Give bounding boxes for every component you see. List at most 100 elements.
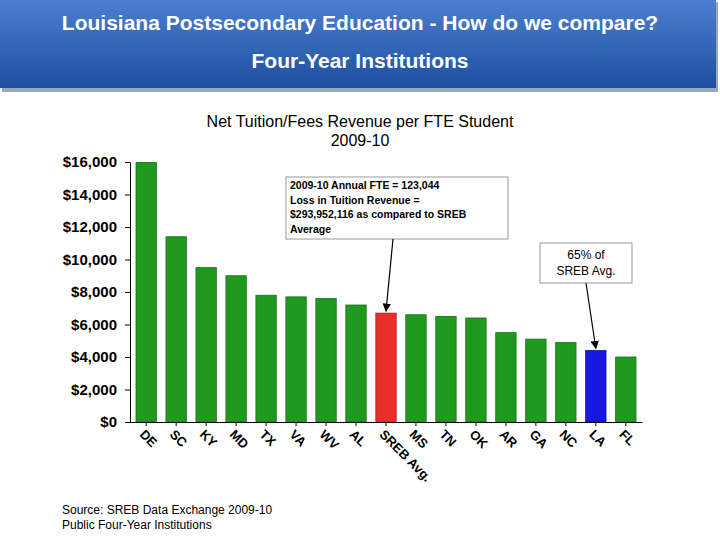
- y-axis: $0 $2,000 $4,000 $6,000 $8,000 $10,000 $12,000…: [63, 153, 131, 430]
- bar: [526, 339, 546, 422]
- bars: [136, 162, 636, 422]
- bar: [256, 295, 276, 422]
- x-tick-mark: [236, 422, 237, 426]
- annotation-box: [540, 243, 632, 283]
- x-tick-label: TN: [437, 427, 460, 450]
- y-tick: $4,000: [71, 348, 130, 365]
- x-tick-mark: [266, 422, 267, 426]
- x-tick-label: DE: [137, 427, 161, 451]
- x-tick-mark: [146, 422, 147, 426]
- y-tick-label: $8,000: [71, 283, 117, 300]
- x-tick-label: FL: [616, 427, 638, 449]
- x-tick-label: MD: [227, 427, 252, 452]
- annotation-arrow: [586, 283, 596, 349]
- bar: [286, 297, 306, 422]
- y-tick: $10,000: [63, 251, 130, 268]
- annotation-text: Average: [290, 223, 331, 235]
- x-tick-mark: [296, 422, 297, 426]
- annotation-text: 2009-10 Annual FTE = 123,044: [290, 179, 439, 191]
- background: [0, 0, 720, 540]
- header-title: Louisiana Postsecondary Education - How …: [62, 11, 658, 34]
- y-tick: $2,000: [71, 381, 130, 398]
- x-tick-label: SC: [167, 427, 191, 451]
- x-tick: SC: [167, 422, 191, 451]
- x-tick-mark: [206, 422, 207, 426]
- x-tick: TN: [437, 422, 460, 450]
- annotation-box: [286, 177, 508, 239]
- bar: [406, 315, 426, 422]
- x-tick-mark: [535, 422, 536, 426]
- annotation-text: 65% of: [567, 248, 605, 262]
- x-axis: DESCKYMDTX VA WVALSREB Avg.MSTN OKARGANCLA F…: [131, 422, 643, 485]
- bar: [556, 342, 576, 422]
- annotation-text: SREB Avg.: [556, 264, 615, 278]
- y-tick: $6,000: [71, 316, 130, 333]
- x-tick: LA: [586, 422, 609, 450]
- x-tick-label: SREB Avg.: [377, 427, 435, 485]
- x-tick-label: LA: [586, 427, 609, 450]
- source-note: Public Four-Year Institutions: [62, 518, 212, 532]
- y-tick: $12,000: [63, 218, 130, 235]
- annotation: 65% of SREB Avg.: [540, 243, 632, 349]
- x-tick: OK: [467, 422, 492, 452]
- x-tick-mark: [176, 422, 177, 426]
- x-tick-mark: [565, 422, 566, 426]
- y-tick-label: $16,000: [63, 153, 117, 170]
- bar: [466, 318, 486, 422]
- header-banner: [0, 0, 716, 88]
- x-tick: DE: [137, 422, 161, 450]
- x-tick: NC: [557, 422, 581, 451]
- y-tick-mark: [125, 325, 130, 326]
- chart-title: Net Tuition/Fees Revenue per FTE Student: [207, 113, 514, 130]
- x-tick-mark: [386, 422, 387, 426]
- annotation-arrow: [386, 239, 393, 311]
- x-tick-label: WV: [317, 427, 343, 453]
- y-tick-label: $14,000: [63, 186, 117, 203]
- bar: [496, 333, 516, 422]
- annotation: 2009-10 Annual FTE = 123,044 Loss in Tuit…: [286, 177, 508, 311]
- y-tick-mark: [125, 227, 130, 228]
- bar: [226, 276, 246, 422]
- y-tick-mark: [125, 195, 130, 196]
- x-tick-mark: [505, 422, 506, 426]
- x-tick-mark: [475, 422, 476, 426]
- y-tick-label: $10,000: [63, 251, 117, 268]
- x-tick-label: MS: [407, 427, 432, 452]
- annotation-text: Loss in Tuition Revenue =: [290, 194, 420, 206]
- x-tick-mark: [415, 422, 416, 426]
- x-tick: AR: [497, 422, 521, 451]
- x-tick-mark: [595, 422, 596, 426]
- y-tick-label: $0: [100, 413, 117, 430]
- x-tick-label: GA: [527, 427, 552, 452]
- x-tick: VA: [287, 422, 310, 450]
- y-tick: $16,000: [63, 153, 130, 170]
- bar: [376, 313, 396, 422]
- y-tick: $8,000: [71, 283, 130, 300]
- x-tick: AL: [347, 422, 370, 450]
- x-tick-mark: [625, 422, 626, 426]
- annotation-text: $293,952,116 as compared to SREB: [290, 208, 467, 220]
- bar: [316, 299, 336, 423]
- x-tick: GA: [527, 422, 552, 452]
- x-tick: SREB Avg.: [377, 422, 435, 485]
- y-tick-mark: [125, 292, 130, 293]
- header-title: Four-Year Institutions: [251, 49, 468, 72]
- x-tick-mark: [445, 422, 446, 426]
- bar: [436, 316, 456, 422]
- y-tick-label: $2,000: [71, 381, 117, 398]
- chart-subtitle: 2009-10: [331, 132, 390, 149]
- bar: [166, 237, 186, 422]
- x-tick-label: OK: [467, 427, 492, 452]
- chart: Louisiana Postsecondary Education - How …: [0, 0, 720, 540]
- x-tick-label: KY: [197, 427, 221, 451]
- x-tick: FL: [616, 422, 638, 449]
- x-tick-mark: [356, 422, 357, 426]
- x-tick-label: VA: [287, 427, 310, 450]
- x-tick-label: TX: [257, 427, 280, 450]
- x-tick: MS: [407, 422, 432, 451]
- y-tick-mark: [125, 422, 130, 423]
- y-tick-mark: [125, 162, 130, 163]
- x-tick: KY: [197, 422, 221, 450]
- y-tick: $0: [100, 413, 130, 430]
- x-tick: TX: [257, 422, 280, 449]
